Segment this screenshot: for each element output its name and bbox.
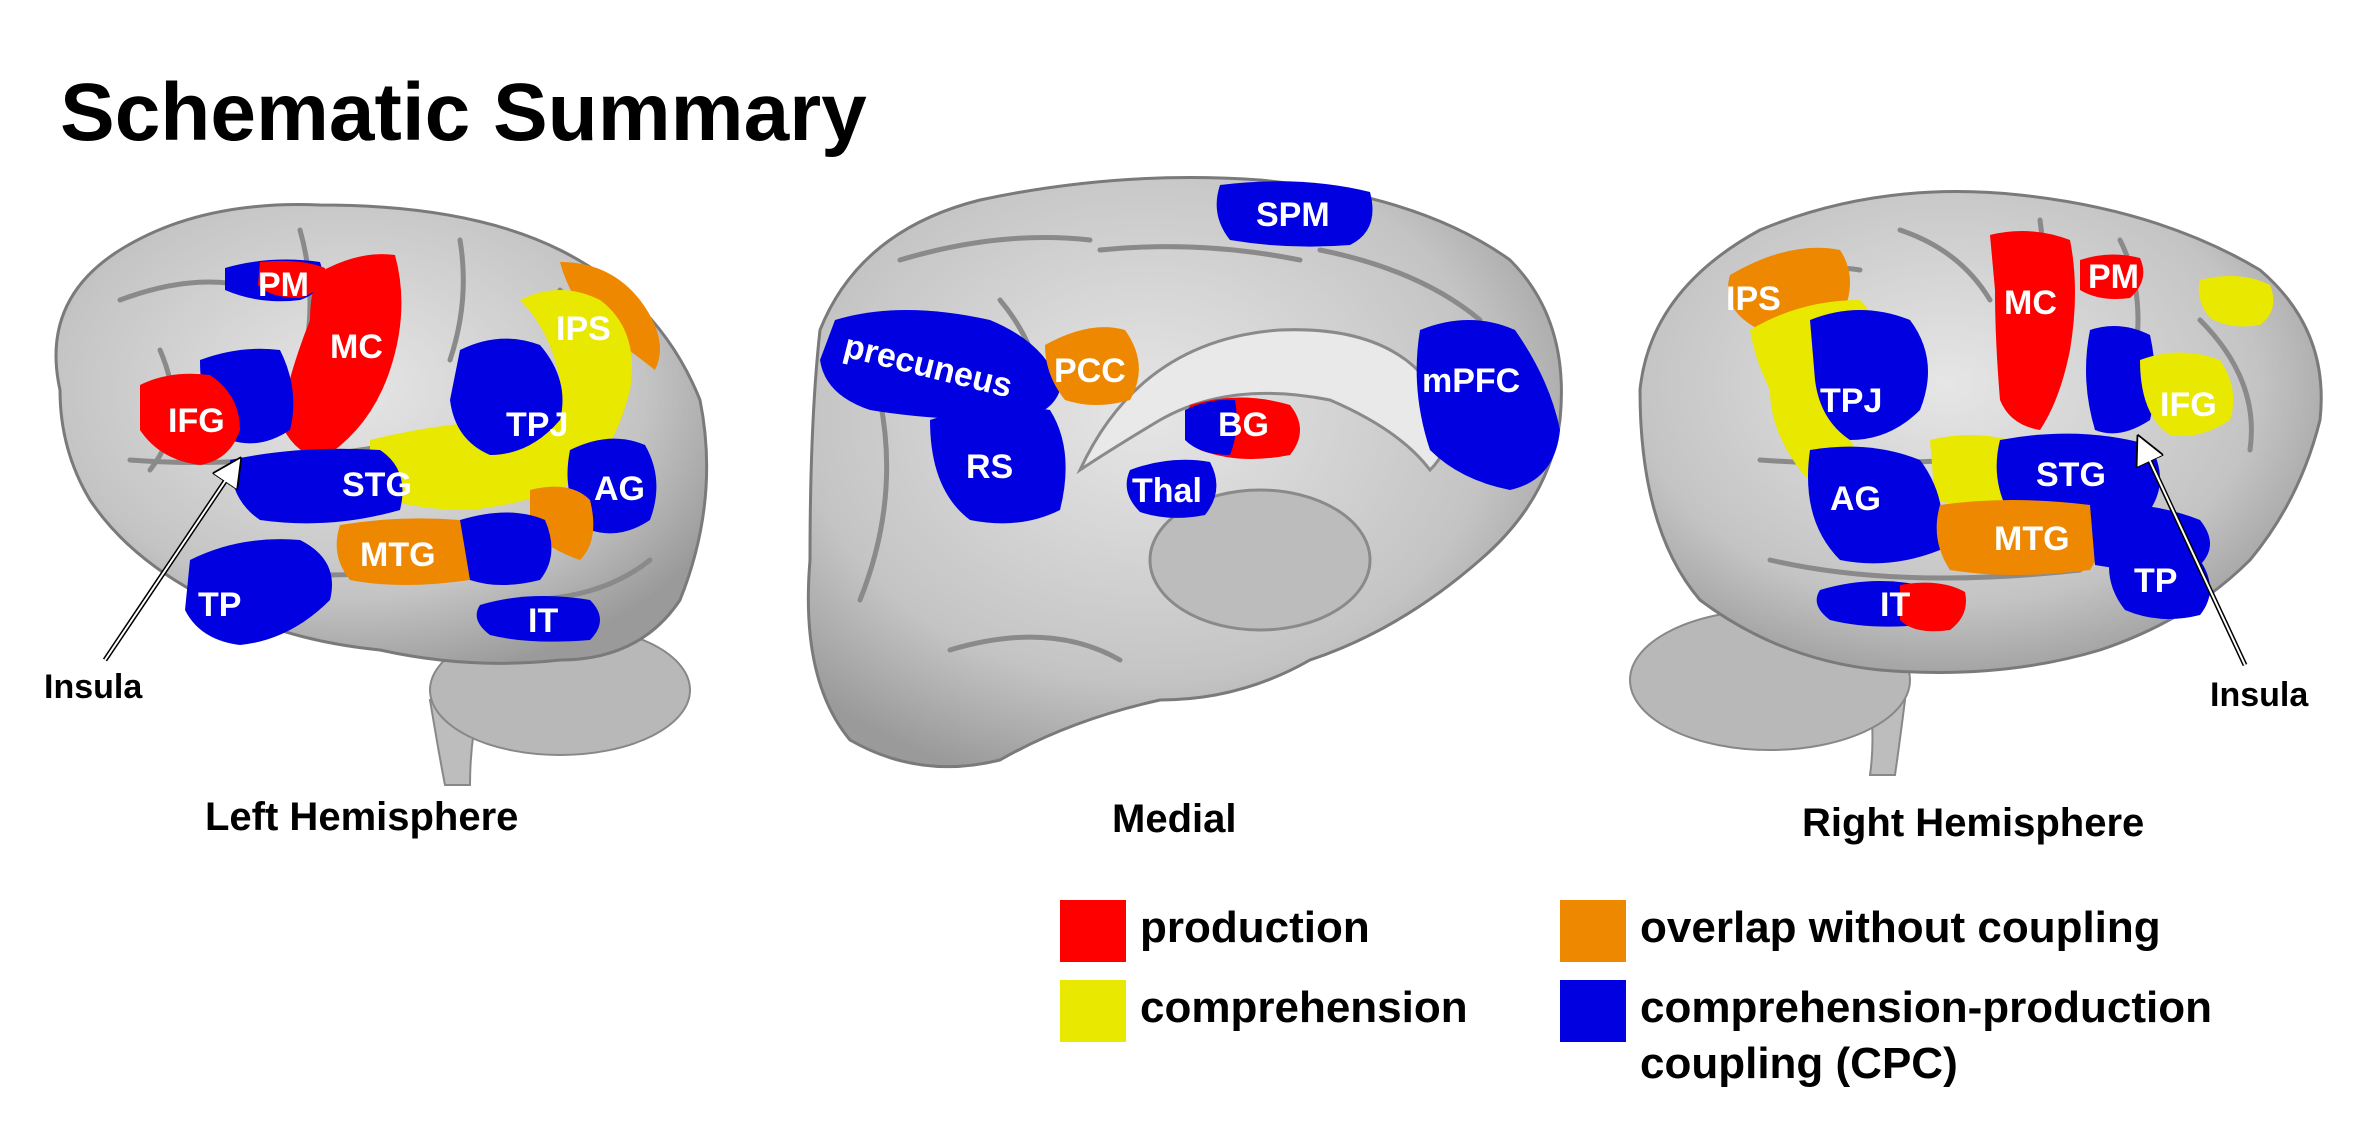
right-ag bbox=[1808, 446, 1943, 564]
legend-label-production: production bbox=[1140, 903, 1370, 952]
left-label-mtg: MTG bbox=[360, 536, 436, 574]
right-insula-label: Insula bbox=[2210, 676, 2309, 714]
legend-swatch-comprehension bbox=[1060, 980, 1126, 1042]
right-stg-yellow bbox=[1930, 435, 2015, 505]
right-insula-arrow-highlight bbox=[2141, 443, 2246, 666]
left-stg bbox=[230, 448, 403, 524]
legend-item-cpc: comprehension-production coupling (CPC) bbox=[1560, 980, 2212, 1092]
medial-thal bbox=[1126, 459, 1217, 518]
left-mtg-blue bbox=[460, 512, 552, 585]
left-label-it: IT bbox=[528, 602, 558, 640]
right-it-blue bbox=[1816, 581, 1928, 627]
legend: production comprehension overlap without… bbox=[1060, 900, 2310, 1100]
medial-mpfc bbox=[1416, 320, 1560, 490]
right-label-stg: STG bbox=[2036, 456, 2106, 494]
medial-corpus-callosum bbox=[1076, 328, 1450, 475]
legend-label-overlap: overlap without coupling bbox=[1640, 903, 2161, 952]
legend-item-production: production bbox=[1060, 900, 1370, 962]
right-mtg bbox=[1936, 500, 2100, 575]
medial-precuneus bbox=[820, 310, 1060, 420]
medial-pcc bbox=[1045, 327, 1139, 405]
right-ifg bbox=[2140, 352, 2234, 436]
legend-swatch-overlap bbox=[1560, 900, 1626, 962]
legend-swatch-cpc bbox=[1560, 980, 1626, 1042]
left-insula-label: Insula bbox=[44, 668, 143, 706]
left-label-pm: PM bbox=[258, 266, 309, 304]
legend-label-cpc-line2: coupling (CPC) bbox=[1640, 1039, 1958, 1088]
right-ips-front bbox=[2198, 276, 2274, 327]
right-hemisphere: IPS MC PM TPJ IFG STG AG MTG TP IT Insul… bbox=[1629, 190, 2323, 845]
figure-title: Schematic Summary bbox=[60, 67, 867, 158]
legend-item-overlap: overlap without coupling bbox=[1560, 900, 2161, 962]
left-mc bbox=[280, 254, 402, 460]
left-label-ifg: IFG bbox=[168, 402, 225, 440]
right-stg bbox=[1996, 433, 2160, 519]
medial-view: SPM precuneus PCC BG mPFC RS Thal Medial bbox=[806, 176, 1563, 841]
right-label-pm: PM bbox=[2088, 258, 2139, 296]
legend-label-cpc-line1: comprehension-production bbox=[1640, 983, 2212, 1032]
legend-label-cpc: comprehension-production coupling (CPC) bbox=[1640, 980, 2212, 1092]
left-label-tpj: TPJ bbox=[506, 406, 568, 444]
left-tp bbox=[185, 539, 332, 645]
legend-swatch-production bbox=[1060, 900, 1126, 962]
medial-spm bbox=[1216, 181, 1373, 247]
right-mc bbox=[1990, 231, 2075, 430]
medial-label-mpfc: mPFC bbox=[1422, 362, 1520, 400]
medial-label-thal: Thal bbox=[1132, 472, 1202, 510]
legend-label-comprehension: comprehension bbox=[1140, 983, 1468, 1032]
right-tp bbox=[2109, 548, 2210, 619]
right-cortex bbox=[1638, 190, 2323, 674]
medial-label-rs: RS bbox=[966, 448, 1013, 486]
right-it bbox=[1900, 582, 1966, 632]
medial-label-spm: SPM bbox=[1256, 196, 1330, 234]
left-label-stg: STG bbox=[342, 466, 412, 504]
medial-brainstem bbox=[1148, 488, 1372, 632]
left-label-ag: AG bbox=[594, 470, 645, 508]
medial-label-bg: BG bbox=[1218, 406, 1269, 444]
right-label-ips: IPS bbox=[1726, 280, 1781, 318]
left-label-mc: MC bbox=[330, 328, 383, 366]
left-tpj bbox=[450, 338, 563, 455]
right-label-ag: AG bbox=[1830, 480, 1881, 518]
right-label-ifg: IFG bbox=[2160, 386, 2217, 424]
medial-label-pcc: PCC bbox=[1054, 352, 1126, 390]
right-pm bbox=[2080, 254, 2144, 299]
medial-view-label: Medial bbox=[1112, 797, 1236, 841]
medial-rs bbox=[930, 406, 1066, 524]
left-insula-arrow-highlight bbox=[104, 464, 237, 661]
left-ifg bbox=[140, 373, 240, 465]
left-hemisphere: PM MC IFG IPS TPJ STG AG MTG TP IT Insul… bbox=[44, 203, 709, 839]
left-label-ips: IPS bbox=[556, 310, 611, 348]
right-label-tp: TP bbox=[2134, 562, 2177, 600]
right-label-mtg: MTG bbox=[1994, 520, 2070, 558]
left-it bbox=[476, 596, 600, 642]
medial-bg-blue bbox=[1185, 399, 1237, 455]
right-label-it: IT bbox=[1880, 586, 1910, 624]
left-view-label: Left Hemisphere bbox=[205, 795, 518, 839]
left-label-tp: TP bbox=[198, 586, 241, 624]
right-tpj bbox=[1810, 310, 1928, 440]
right-label-tpj: TPJ bbox=[1820, 382, 1882, 420]
right-view-label: Right Hemisphere bbox=[1802, 801, 2144, 845]
right-label-mc: MC bbox=[2004, 284, 2057, 322]
right-ifg-blue bbox=[2086, 326, 2155, 434]
left-mtg bbox=[336, 518, 474, 585]
left-pm-red bbox=[258, 260, 325, 298]
legend-item-comprehension: comprehension bbox=[1060, 980, 1468, 1042]
